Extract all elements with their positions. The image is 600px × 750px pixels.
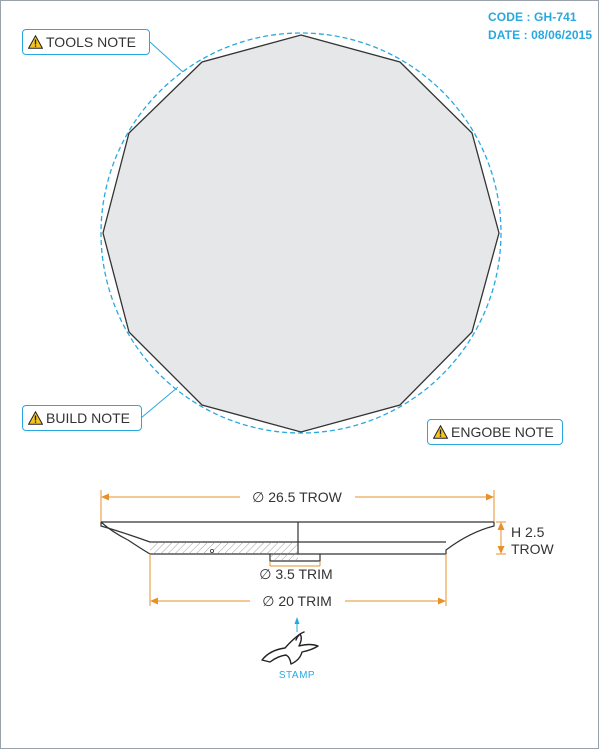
foot-hatch: [270, 554, 298, 561]
warning-triangle-icon: [28, 411, 43, 425]
code-label: CODE : GH-741: [488, 10, 577, 24]
base-trim-dimension: [149, 554, 447, 606]
base-trim-label: ∅ 20 TRIM: [262, 593, 332, 609]
tools-note-label: TOOLS NOTE: [46, 34, 136, 50]
height-label-line2: TROW: [511, 541, 555, 557]
plate-top-view: [102, 34, 500, 433]
build-note[interactable]: BUILD NOTE: [22, 405, 142, 431]
inner-trim-dimension: [269, 561, 321, 567]
stamp-leader: [294, 617, 300, 632]
warning-triangle-icon: [28, 35, 43, 49]
engobe-note-label: ENGOBE NOTE: [451, 424, 554, 440]
tools-note[interactable]: TOOLS NOTE: [22, 29, 150, 55]
section-hatch: [150, 542, 298, 554]
build-note-leader: [140, 386, 179, 419]
engobe-note[interactable]: ENGOBE NOTE: [427, 419, 563, 445]
outline-circle: [100, 32, 502, 434]
outer-diameter-label: ∅ 26.5 TROW: [252, 489, 343, 505]
stamp-label: STAMP: [279, 670, 315, 681]
tools-note-leader: [149, 41, 184, 73]
inner-trim-label: ∅ 3.5 TRIM: [259, 566, 332, 582]
height-dimension: [496, 521, 506, 555]
height-label-line1: H 2.5: [511, 524, 545, 540]
warning-triangle-icon: [433, 425, 448, 439]
date-label: DATE : 08/06/2015: [488, 28, 593, 42]
build-note-label: BUILD NOTE: [46, 410, 131, 426]
outer-diameter-dimension: [100, 490, 495, 522]
bird-stamp-icon: [261, 631, 319, 665]
vent-hole: [209, 549, 214, 554]
